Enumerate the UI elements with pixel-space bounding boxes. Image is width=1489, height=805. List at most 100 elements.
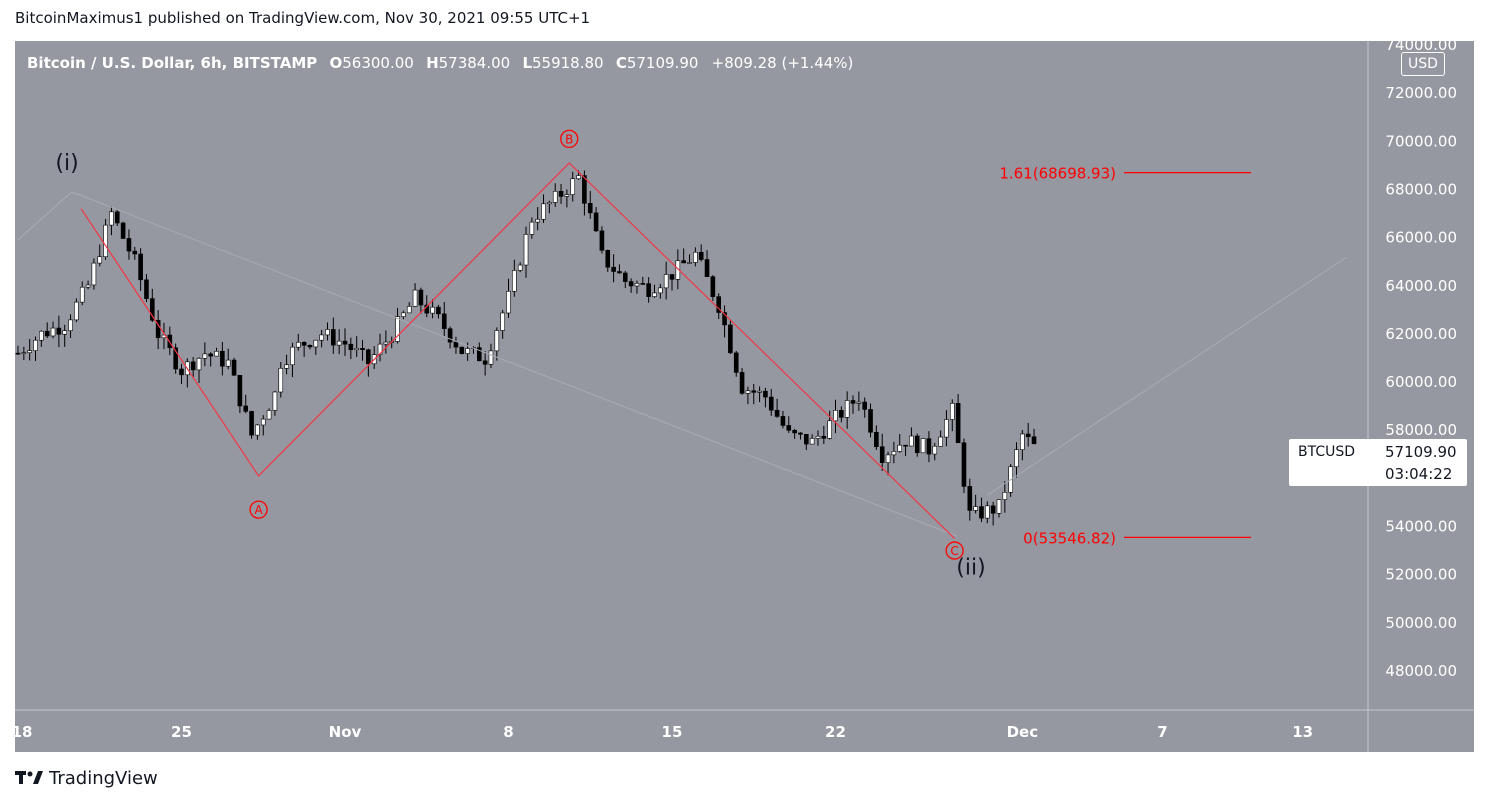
candle-body: [658, 287, 663, 294]
candle-body: [336, 340, 342, 346]
candle-body: [704, 259, 710, 277]
price-label-countdown: 03:04:22: [1385, 465, 1453, 483]
candle-body: [255, 424, 260, 436]
attribution-text: BitcoinMaximus1 published on TradingView…: [15, 9, 591, 27]
currency-badge[interactable]: USD: [1401, 52, 1445, 76]
candle-body: [733, 352, 739, 373]
candle-body: [874, 431, 879, 448]
wave-label-degree: (ii): [956, 555, 985, 580]
annotation-lines-layer: 1.61(68698.93) 0(53546.82): [17, 162, 1348, 547]
candle-body: [56, 327, 62, 335]
candle-body: [190, 361, 196, 371]
candle-body: [879, 446, 885, 463]
abc-correction-line: [80, 162, 956, 539]
candles-layer: [15, 170, 1037, 526]
candle-body: [1002, 492, 1008, 500]
candle-body: [138, 253, 143, 281]
candle-body: [260, 418, 266, 426]
candle-body: [949, 403, 955, 420]
x-tick-label: 8: [503, 723, 513, 741]
candle-body: [920, 438, 926, 454]
candle-body: [535, 218, 540, 223]
symbol-title: Bitcoin / U.S. Dollar, 6h, BITSTAMP: [27, 54, 318, 72]
x-tick-label: 15: [662, 723, 683, 741]
candle-body: [745, 390, 751, 394]
candle-body: [833, 410, 838, 422]
candle-body: [763, 390, 768, 398]
candle-body: [681, 260, 686, 264]
low-value: 55918.80: [532, 54, 604, 72]
candle-body: [418, 289, 424, 306]
candle-body: [564, 194, 570, 197]
candle-body: [173, 347, 178, 370]
candle-body: [506, 290, 511, 314]
candle-body: [27, 350, 32, 353]
candle-body: [903, 444, 908, 447]
candle-body: [751, 390, 757, 393]
candle-body: [494, 330, 500, 352]
wave-label-degree: (i): [55, 151, 78, 176]
candle-body: [517, 264, 523, 271]
candle-body: [985, 505, 990, 519]
candle-body: [803, 433, 809, 445]
tradingview-footer[interactable]: TradingView: [15, 768, 158, 790]
candle-body: [441, 313, 447, 329]
candle-body: [406, 306, 412, 314]
candle-body: [39, 330, 44, 341]
candle-body: [342, 340, 348, 345]
candle-body: [693, 251, 698, 263]
candle-body: [640, 283, 646, 285]
candle-body: [33, 339, 38, 351]
wave-label-c: C: [950, 544, 958, 558]
candle-body: [62, 330, 68, 335]
wave-label-circle: [945, 541, 964, 560]
x-tick-label: 13: [1292, 723, 1313, 741]
candle-body: [687, 262, 692, 264]
candle-body: [155, 319, 161, 339]
candle-body: [885, 454, 891, 463]
candle-body: [202, 353, 208, 359]
candle-body: [815, 435, 821, 439]
x-tick-label: 22: [825, 723, 846, 741]
candle-body: [728, 324, 733, 354]
candle-body: [453, 341, 459, 348]
candle-body: [477, 347, 482, 362]
candle-body: [839, 410, 844, 418]
candle-body: [1014, 449, 1019, 468]
x-tick-label: 7: [1157, 723, 1167, 741]
candle-body: [231, 359, 237, 376]
candle-body: [1020, 433, 1025, 450]
fib-level-label: 0(53546.82): [1023, 529, 1116, 547]
candle-body: [430, 306, 435, 314]
candle-body: [599, 230, 605, 251]
candle-body: [150, 298, 155, 321]
candle-body: [996, 499, 1002, 514]
y-tick-label: 68000.00: [1385, 180, 1457, 198]
open-label: O: [329, 54, 343, 72]
candle-body: [354, 348, 359, 351]
candle-body: [225, 359, 231, 367]
candle-body: [809, 438, 815, 445]
candle-body: [214, 350, 219, 357]
candle-body: [196, 358, 202, 371]
candle-body: [529, 221, 535, 235]
channel-line: [17, 191, 958, 537]
candle-body: [74, 301, 79, 321]
candle-body: [447, 328, 453, 343]
candle-body: [827, 420, 832, 439]
y-tick-label: 64000.00: [1385, 277, 1457, 295]
high-label: H: [426, 54, 439, 72]
candle-body: [663, 274, 669, 289]
axis-layer: 74000.00 72000.00 70000.00 68000.00 66000.00…: [12, 36, 1474, 752]
candle-body: [208, 353, 213, 357]
candle-body: [109, 211, 114, 226]
candle-body: [780, 416, 786, 426]
candle-body: [395, 316, 400, 342]
chart-panel[interactable]: [15, 41, 1474, 752]
candle-body: [646, 283, 651, 297]
candle-body: [307, 344, 313, 348]
candle-body: [313, 339, 319, 348]
candle-body: [786, 425, 792, 431]
close-label: C: [615, 54, 627, 72]
